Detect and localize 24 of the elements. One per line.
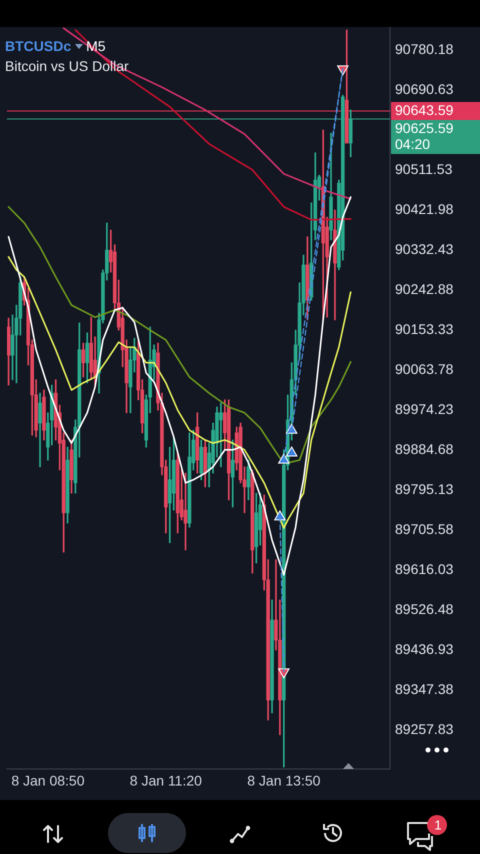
y-tick-label: 90063.78 [395,360,454,377]
y-tick-label: 89526.48 [395,600,454,617]
text: 1 [434,818,442,833]
y-tick-label: 90780.18 [395,40,454,57]
y-tick-label: 89257.83 [395,720,454,737]
y-tick-label: 89795.13 [395,480,454,497]
y-tick-label: 90153.33 [395,320,454,337]
x-tick-label: 8 Jan 13:50 [247,772,321,788]
y-tick-label: 90242.88 [395,280,454,297]
y-tick-label: 90690.63 [395,80,454,97]
text: 04:20 [395,136,430,152]
y-tick-label: 90421.98 [395,200,454,217]
y-tick-label: 89436.93 [395,640,454,657]
x-tick-label: 8 Jan 08:50 [11,772,85,788]
y-tick-label: 90511.53 [395,160,453,177]
x-tick-label: 8 Jan 11:20 [130,772,202,788]
ref-line-label: 90643.59 [395,102,454,118]
y-tick-label: 89974.23 [395,400,454,417]
y-tick-label: 90332.43 [395,240,454,257]
y-tick-label: 89705.58 [395,520,454,537]
y-tick-label: 89884.68 [395,440,454,457]
y-tick-label: 89616.03 [395,560,454,577]
ref-line-label: 90625.59 [395,120,454,136]
y-tick-label: 89347.38 [395,680,454,697]
